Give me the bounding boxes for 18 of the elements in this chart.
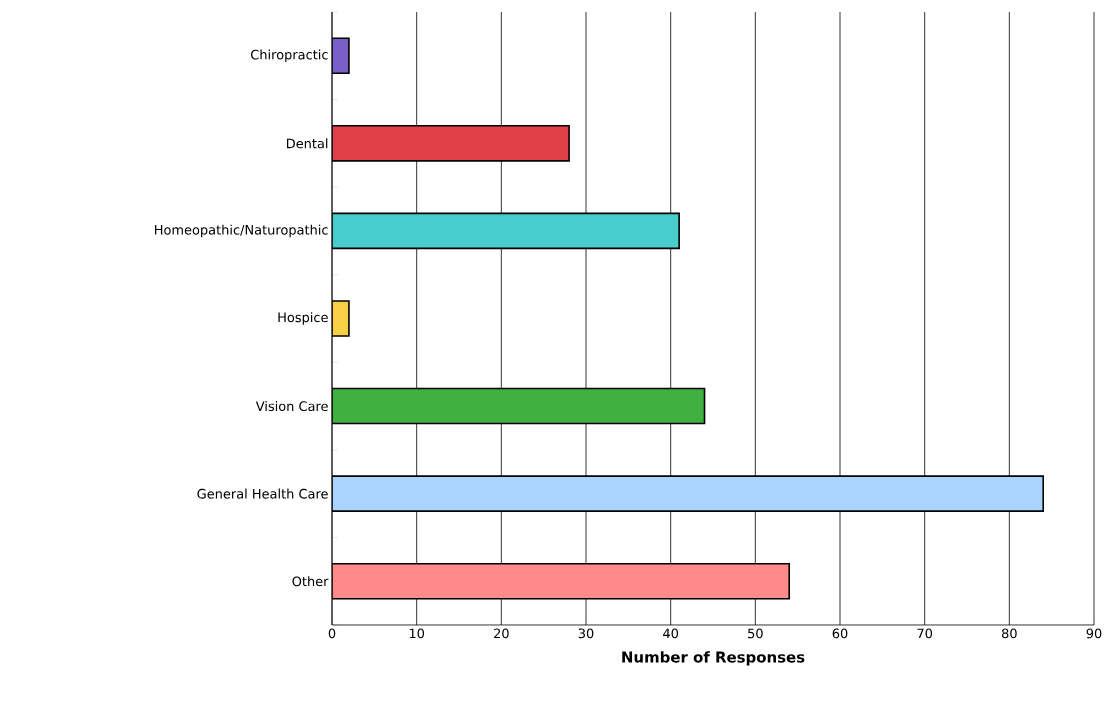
x-tick-label: 30 [578,628,594,639]
x-tick-label: 60 [832,628,848,639]
x-tick-label: 10 [409,628,425,639]
y-tick-label: Other [292,576,329,587]
y-tick-label: Chiropractic [251,49,328,63]
x-tick-label: 50 [748,628,763,639]
y-tick-label: Dental [286,138,328,149]
y-tick-label: Homeopathic/Naturopathic [155,224,328,238]
y-tick-label: General Health Care [197,488,328,499]
x-tick-label: 40 [663,628,679,639]
y-tick-label: Vision Care [255,401,328,412]
x-tick-label: 70 [917,628,933,639]
y-tick-label: Hospice [278,312,328,325]
x-tick-label: 80 [1001,628,1017,639]
x-tick-label: 90 [1086,628,1102,639]
x-tick-label: 20 [494,628,509,639]
x-axis-title: Number of Responses [622,651,805,666]
x-tick-label: 0 [328,628,336,639]
